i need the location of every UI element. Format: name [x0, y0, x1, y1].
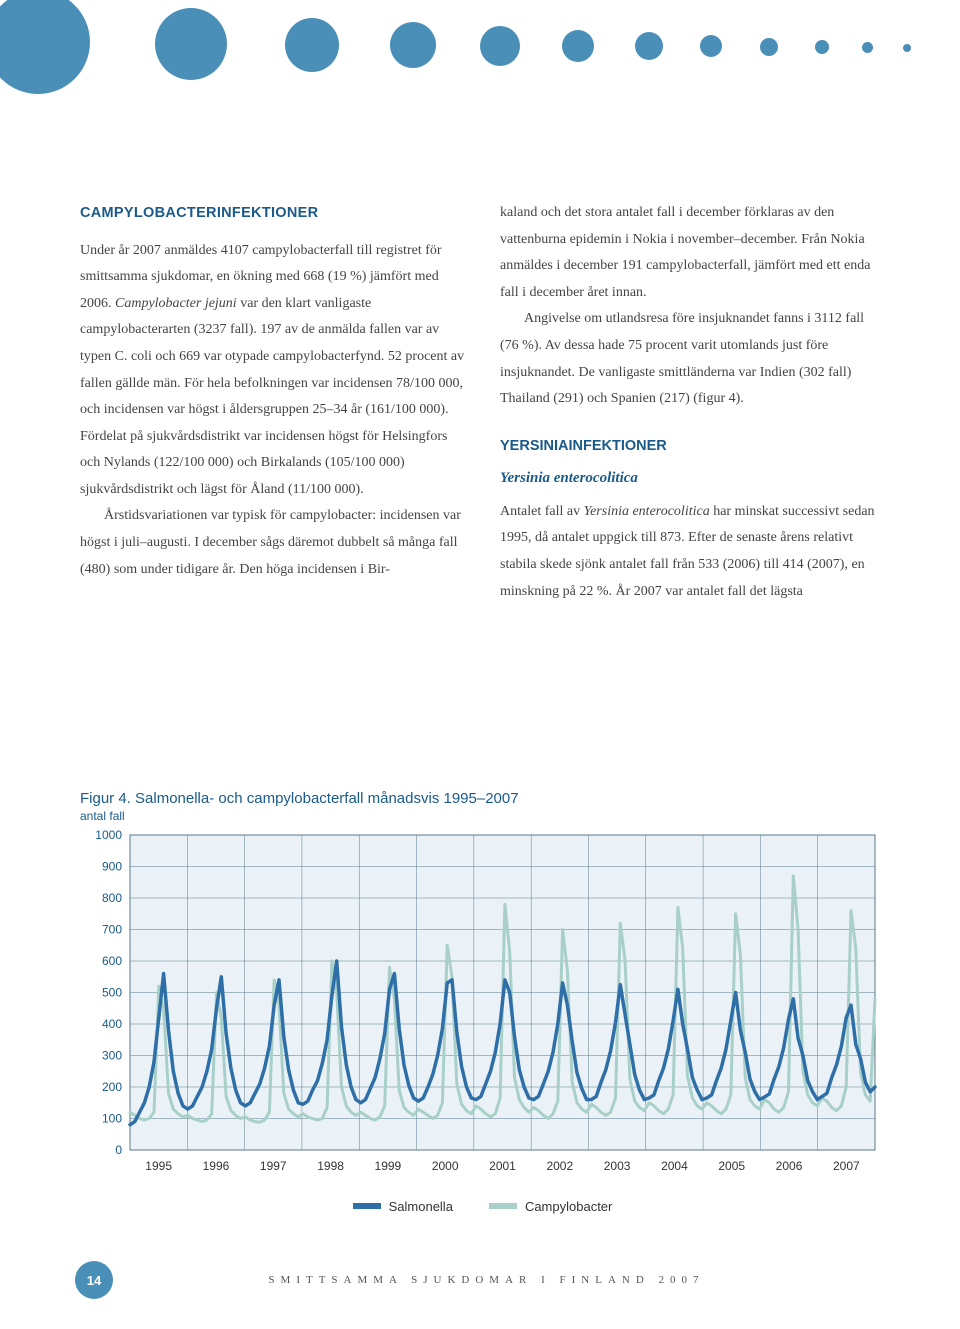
- legend-swatch: [489, 1203, 517, 1209]
- col2-p3: Antalet fall av Yersinia enterocolitica …: [500, 499, 885, 605]
- svg-text:1000: 1000: [95, 828, 122, 842]
- chart-wrap: 0 100 200 300 400 500 600 700 800 900 1000 1995 1996…: [80, 825, 885, 1185]
- svg-text:600: 600: [102, 954, 122, 968]
- decor-circle: [285, 18, 339, 72]
- col2-p1: kaland och det stora antalet fall i dece…: [500, 200, 885, 306]
- decor-circle: [760, 38, 778, 56]
- figure-ylabel: antal fall: [80, 809, 885, 823]
- svg-text:200: 200: [102, 1080, 122, 1094]
- decor-circle: [862, 42, 873, 53]
- svg-text:1997: 1997: [260, 1159, 287, 1173]
- page-footer: 14 SMITTSAMMA SJUKDOMAR I FINLAND 2007: [0, 1261, 960, 1299]
- svg-text:1996: 1996: [203, 1159, 230, 1173]
- decor-circle: [480, 26, 520, 66]
- svg-text:2000: 2000: [432, 1159, 459, 1173]
- svg-text:0: 0: [115, 1143, 122, 1157]
- decor-circle: [562, 30, 594, 62]
- decor-circle: [903, 44, 911, 52]
- decor-circle: [155, 8, 227, 80]
- svg-text:300: 300: [102, 1049, 122, 1063]
- svg-text:800: 800: [102, 891, 122, 905]
- col1-p1b-italic: Campylobacter jejuni: [115, 296, 237, 311]
- body-columns: CAMPYLOBACTERINFEKTIONER Under år 2007 a…: [80, 200, 885, 605]
- legend-item: Campylobacter: [489, 1199, 612, 1214]
- col1-p1: Under år 2007 anmäldes 4107 campylobacte…: [80, 238, 465, 504]
- svg-text:400: 400: [102, 1017, 122, 1031]
- svg-text:2006: 2006: [776, 1159, 803, 1173]
- page-number-badge: 14: [75, 1261, 113, 1299]
- decor-circle: [390, 22, 436, 68]
- svg-text:700: 700: [102, 923, 122, 937]
- svg-text:500: 500: [102, 986, 122, 1000]
- legend-label: Campylobacter: [525, 1199, 612, 1214]
- chart-legend: Salmonella Campylobacter: [80, 1197, 885, 1214]
- svg-text:2005: 2005: [718, 1159, 745, 1173]
- figure-4: Figur 4. Salmonella- och campylobacterfa…: [80, 790, 885, 1214]
- decor-circle: [815, 40, 829, 54]
- svg-text:2004: 2004: [661, 1159, 688, 1173]
- svg-text:2001: 2001: [489, 1159, 516, 1173]
- col2-p2: Angivelse om utlandsresa före insjuknand…: [500, 306, 885, 412]
- decor-circle: [700, 35, 722, 57]
- figure-caption: Figur 4. Salmonella- och campylobacterfa…: [80, 790, 885, 807]
- decor-circle: [0, 0, 90, 94]
- header-circles: [0, 0, 960, 100]
- svg-text:2002: 2002: [546, 1159, 573, 1173]
- column-left: CAMPYLOBACTERINFEKTIONER Under år 2007 a…: [80, 200, 465, 605]
- svg-text:1995: 1995: [145, 1159, 172, 1173]
- column-right: kaland och det stora antalet fall i dece…: [500, 200, 885, 605]
- legend-label: Salmonella: [389, 1199, 453, 1214]
- col2-p3a: Antalet fall av: [500, 504, 584, 519]
- svg-text:2003: 2003: [604, 1159, 631, 1173]
- line-chart-svg: 0 100 200 300 400 500 600 700 800 900 1000 1995 1996…: [80, 825, 885, 1185]
- heading-yersinia: YERSINIAINFEKTIONER: [500, 433, 885, 461]
- col2-p3b-italic: Yersinia enterocolitica: [584, 504, 710, 519]
- decor-circle: [635, 32, 663, 60]
- legend-swatch: [353, 1203, 381, 1209]
- heading-campylo: CAMPYLOBACTERINFEKTIONER: [80, 200, 465, 228]
- col1-p1c: var den klart vanligaste campylobacterar…: [80, 296, 464, 497]
- svg-text:900: 900: [102, 860, 122, 874]
- svg-text:100: 100: [102, 1112, 122, 1126]
- svg-text:2007: 2007: [833, 1159, 860, 1173]
- footer-text: SMITTSAMMA SJUKDOMAR I FINLAND 2007: [113, 1274, 860, 1286]
- col1-p2: Årstidsvariationen var typisk för campyl…: [80, 503, 465, 583]
- subheading-yersinia-entero: Yersinia enterocolitica: [500, 464, 885, 493]
- svg-text:1999: 1999: [375, 1159, 402, 1173]
- legend-item: Salmonella: [353, 1199, 453, 1214]
- svg-text:1998: 1998: [317, 1159, 344, 1173]
